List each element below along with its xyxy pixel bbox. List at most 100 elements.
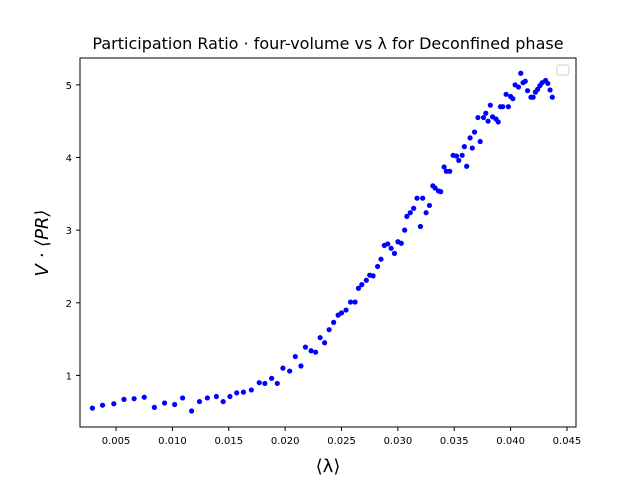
data-point [196, 398, 203, 405]
y-tick-label: 3 [66, 226, 72, 237]
data-point [391, 250, 398, 256]
data-point [420, 195, 426, 201]
data-point [287, 368, 293, 374]
data-point [411, 205, 417, 211]
x-axis-label: ⟨λ⟩ [316, 456, 341, 477]
x-tick-label: 0.030 [384, 436, 413, 447]
data-point [385, 241, 391, 247]
data-point [469, 145, 475, 151]
data-point [111, 401, 117, 407]
data-point [402, 227, 408, 233]
data-point [423, 210, 429, 216]
data-point [480, 114, 487, 121]
data-point [370, 273, 376, 279]
data-point [475, 114, 481, 121]
data-point [522, 78, 528, 84]
data-point [248, 387, 254, 393]
data-point [432, 185, 438, 191]
data-point [545, 80, 551, 87]
x-tick-label: 0.025 [327, 436, 356, 447]
x-tick-label: 0.005 [102, 436, 131, 447]
data-point [417, 223, 424, 230]
data-point [378, 256, 384, 262]
data-point [407, 210, 413, 216]
data-point [292, 353, 298, 360]
data-point [302, 344, 309, 350]
data-point [456, 157, 462, 164]
data-point [500, 104, 506, 110]
chart-title: Participation Ratio · four-volume vs λ f… [92, 34, 563, 53]
data-point [161, 400, 168, 406]
data-point [179, 395, 186, 401]
data-point [464, 163, 470, 169]
data-point [495, 119, 501, 125]
data-point [331, 319, 337, 325]
data-point [204, 395, 210, 401]
data-point [467, 135, 473, 141]
data-point [240, 389, 247, 395]
data-point [317, 335, 323, 341]
data-point [89, 405, 95, 411]
data-point [515, 84, 522, 90]
data-point [547, 87, 553, 93]
data-point [220, 398, 226, 405]
data-point [322, 340, 328, 346]
data-point [189, 408, 195, 414]
data-point [141, 394, 147, 400]
data-point [441, 164, 447, 170]
data-point [269, 375, 275, 381]
data-point [447, 168, 453, 174]
data-point [234, 390, 240, 396]
data-point [471, 129, 478, 135]
y-tick-label: 4 [66, 154, 72, 165]
y-axis-ticks: 1 2 3 4 5 [66, 81, 80, 382]
data-point [359, 282, 365, 288]
data-point [530, 94, 536, 100]
data-point [131, 396, 137, 402]
data-point [549, 94, 555, 100]
y-tick-label: 5 [66, 81, 72, 92]
data-point [398, 240, 404, 246]
data-point [363, 277, 369, 283]
x-tick-label: 0.045 [553, 436, 582, 447]
y-tick-label: 1 [66, 371, 72, 382]
data-point [355, 285, 362, 291]
data-point [426, 202, 433, 209]
data-points [89, 70, 555, 414]
data-point [343, 307, 349, 313]
data-point [524, 88, 531, 94]
data-point [256, 380, 262, 386]
data-point [347, 299, 354, 305]
data-point [99, 402, 106, 408]
data-point [461, 144, 467, 150]
data-point [483, 110, 489, 116]
data-point [438, 189, 444, 195]
legend-box [556, 64, 570, 76]
y-tick-label: 2 [66, 299, 72, 310]
data-point [313, 349, 319, 355]
x-tick-label: 0.035 [440, 436, 469, 447]
data-point [485, 118, 491, 124]
x-axis-ticks: 0.005 0.010 0.015 0.020 0.025 0.030 0.035 0.040… [102, 427, 582, 447]
x-tick-label: 0.010 [158, 436, 187, 447]
data-point [151, 404, 157, 410]
data-point [298, 363, 304, 369]
data-point [274, 380, 280, 387]
data-point [510, 96, 516, 102]
data-point [308, 348, 314, 354]
data-point [518, 70, 524, 76]
data-point [172, 401, 178, 408]
data-point [121, 396, 127, 402]
x-tick-label: 0.040 [496, 436, 525, 447]
data-point [375, 263, 381, 270]
data-point [404, 213, 410, 219]
data-point [459, 152, 465, 158]
data-point [414, 195, 420, 201]
data-point [280, 365, 286, 371]
plot-frame [79, 57, 577, 428]
data-point [213, 393, 219, 400]
y-axis-label: V · ⟨PR⟩ [32, 210, 53, 277]
data-point [262, 380, 268, 387]
data-point [503, 91, 509, 97]
